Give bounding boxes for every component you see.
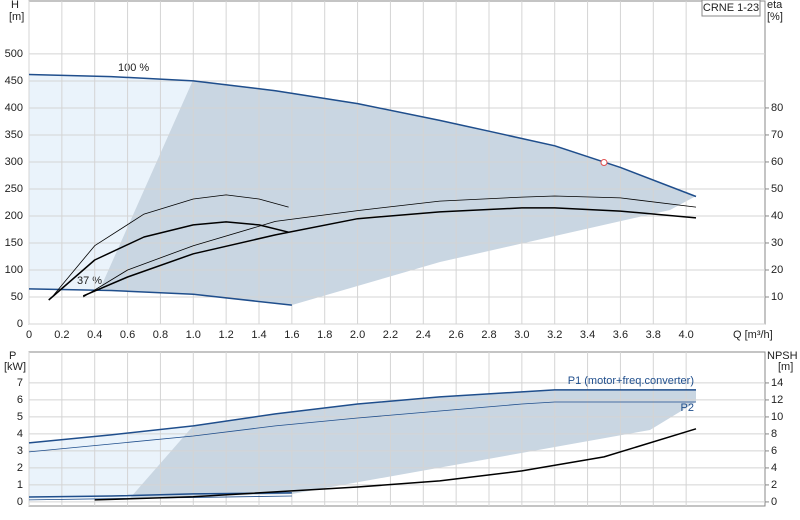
x-tick-label: 0 — [26, 329, 32, 341]
y-axis-label: P — [9, 350, 16, 362]
y2-tick-label: 10 — [771, 411, 783, 423]
y-tick-label: 0 — [17, 496, 23, 508]
y-tick-label: 200 — [5, 210, 23, 222]
x-tick-label: 1.8 — [317, 329, 332, 341]
curve — [82, 195, 697, 298]
curve — [28, 73, 697, 198]
y-tick-label: 150 — [5, 237, 23, 249]
y2-axis-unit: [%] — [767, 11, 783, 23]
x-tick-label: 0.2 — [54, 329, 69, 341]
y-tick-label: 4 — [17, 428, 23, 440]
curve — [28, 389, 696, 444]
y-tick-label: 5 — [17, 411, 23, 423]
y2-tick-label: 6 — [771, 445, 777, 457]
y-tick-label: 400 — [5, 102, 23, 114]
y2-axis-label: eta — [767, 0, 783, 11]
range-shade — [100, 80, 696, 305]
chart-title: CRNE 1-23 — [703, 2, 759, 14]
y2-tick-label: 8 — [771, 428, 777, 440]
x-tick-label: 1.6 — [284, 329, 299, 341]
x-tick-label: 4.0 — [678, 329, 693, 341]
x-tick-label: 2.8 — [481, 329, 496, 341]
y-axis-label: H — [11, 0, 19, 11]
y-tick-label: 350 — [5, 129, 23, 141]
curve — [94, 428, 697, 501]
series-label: P2 — [681, 402, 694, 414]
x-tick-label: 0.8 — [153, 329, 168, 341]
y-tick-label: 0 — [17, 318, 23, 330]
y-tick-label: 300 — [5, 156, 23, 168]
curve — [82, 207, 697, 297]
y2-tick-label: 60 — [771, 156, 783, 168]
y-tick-label: 500 — [5, 48, 23, 60]
y2-axis-label: NPSH — [767, 350, 798, 362]
x-tick-label: 3.2 — [547, 329, 562, 341]
y2-tick-label: 2 — [771, 479, 777, 491]
range-shade-light — [29, 74, 193, 289]
y2-tick-label: 12 — [771, 394, 783, 406]
x-tick-label: 2.4 — [416, 329, 431, 341]
y-tick-label: 2 — [17, 462, 23, 474]
x-tick-label: 3.6 — [613, 329, 628, 341]
x-tick-label: 1.2 — [218, 329, 233, 341]
y-tick-label: 1 — [17, 479, 23, 491]
y2-tick-label: 14 — [771, 377, 783, 389]
y-tick-label: 250 — [5, 183, 23, 195]
x-tick-label: 2.0 — [350, 329, 365, 341]
y-tick-label: 50 — [11, 291, 23, 303]
y2-tick-label: 70 — [771, 129, 783, 141]
y-axis-unit: [kW] — [4, 361, 26, 373]
y2-tick-label: 20 — [771, 264, 783, 276]
curve — [48, 221, 289, 301]
x-tick-label: 3.8 — [646, 329, 661, 341]
y-axis-unit: [m] — [9, 11, 24, 23]
y2-tick-label: 10 — [771, 291, 783, 303]
x-tick-label: 2.2 — [383, 329, 398, 341]
x-tick-label: 2.6 — [448, 329, 463, 341]
y2-tick-label: 0 — [771, 496, 777, 508]
x-axis-label: Q [m³/h] — [733, 329, 773, 341]
x-tick-label: 0.4 — [87, 329, 102, 341]
y-tick-label: 100 — [5, 264, 23, 276]
y2-tick-label: 50 — [771, 183, 783, 195]
x-tick-label: 1.4 — [251, 329, 266, 341]
curve — [53, 194, 289, 296]
y2-tick-label: 4 — [771, 462, 777, 474]
x-tick-label: 1.0 — [186, 329, 201, 341]
y-tick-label: 6 — [17, 394, 23, 406]
curve — [28, 288, 292, 306]
curve — [28, 401, 696, 453]
y2-tick-label: 40 — [771, 210, 783, 222]
series-label: P1 (motor+freq.converter) — [568, 375, 694, 387]
x-tick-label: 3.4 — [580, 329, 595, 341]
annotation: 100 % — [118, 62, 149, 74]
x-tick-label: 0.6 — [120, 329, 135, 341]
duty-point — [600, 159, 608, 166]
y-tick-label: 7 — [17, 377, 23, 389]
y-tick-label: 3 — [17, 445, 23, 457]
title-box — [701, 0, 761, 17]
y2-tick-label: 30 — [771, 237, 783, 249]
annotation: 37 % — [77, 275, 102, 287]
y2-tick-label: 80 — [771, 102, 783, 114]
range-shade-light — [29, 426, 193, 499]
x-tick-label: 3.0 — [514, 329, 529, 341]
y2-axis-unit: [m] — [778, 361, 793, 373]
y-tick-label: 450 — [5, 75, 23, 87]
